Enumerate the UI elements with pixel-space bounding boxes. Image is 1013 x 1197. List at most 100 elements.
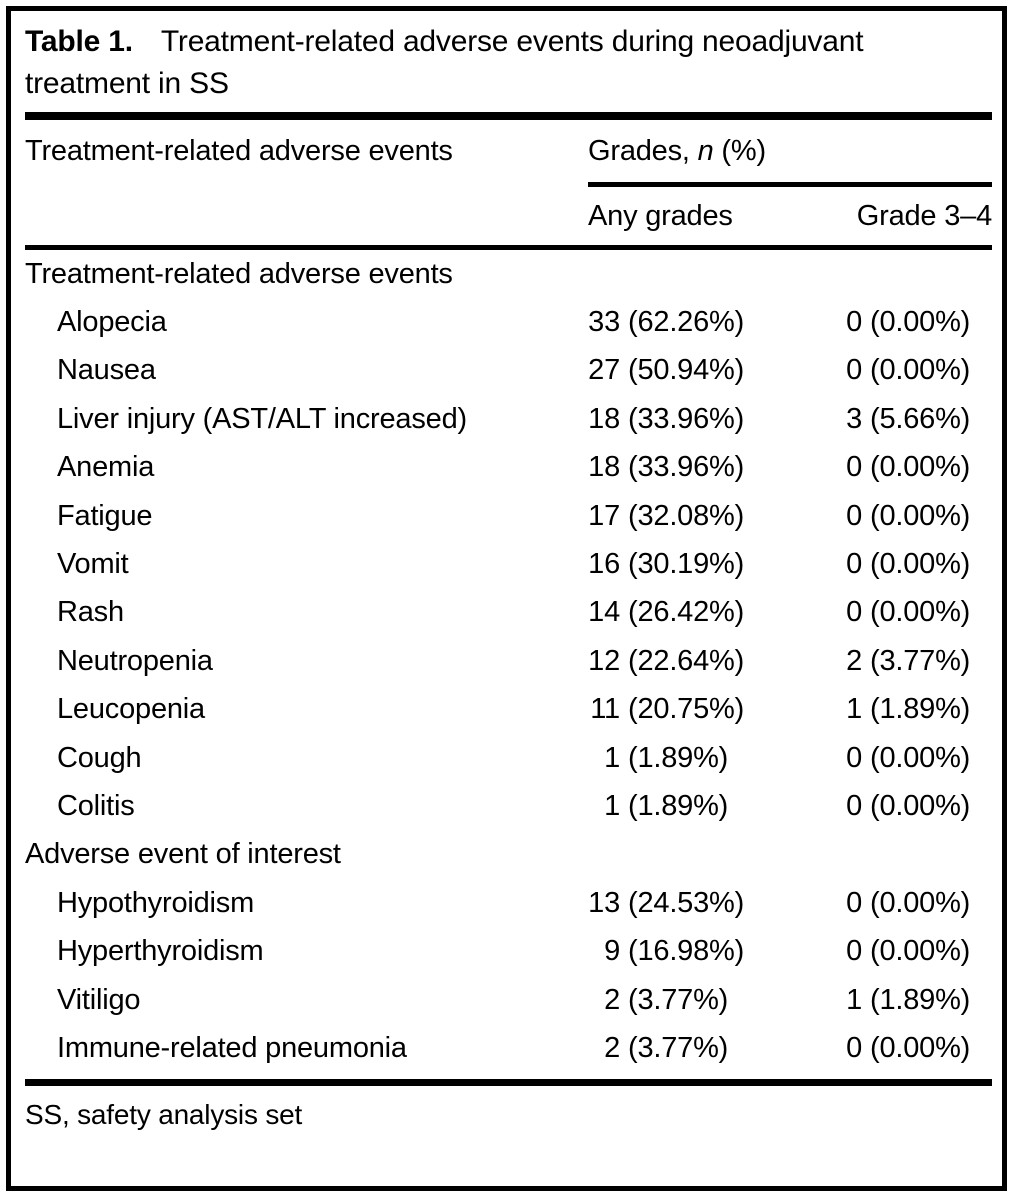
- section-label: Treatment-related adverse events: [25, 257, 453, 290]
- table-row: Hypothyroidism 13 (24.53%) 0 (0.00%): [25, 879, 992, 927]
- any-grades-percent: (3.77%): [628, 983, 729, 1016]
- event-label: Leucopenia: [57, 693, 205, 726]
- any-grades-count: 1: [604, 741, 620, 774]
- any-grades-percent: (1.89%): [628, 741, 729, 774]
- grade34-percent: (0.00%): [870, 1031, 971, 1064]
- any-grades-percent: (50.94%): [628, 354, 745, 387]
- event-label: Vomit: [57, 548, 129, 581]
- any-grades-cell: 14 (26.42%): [588, 596, 845, 629]
- header-any-grades-column: Any grades: [588, 199, 733, 232]
- grade34-count: 1: [846, 983, 862, 1016]
- header-grade-3-4-column: Grade 3–4: [856, 199, 992, 232]
- table-row: Leucopenia 11 (20.75%) 1 (1.89%): [25, 686, 992, 734]
- any-grades-count: 18: [588, 451, 620, 484]
- any-grades-cell: 33 (62.26%): [588, 306, 845, 339]
- grade34-cell: 0 (0.00%): [845, 354, 992, 387]
- any-grades-count: 2: [604, 1031, 620, 1064]
- any-grades-count: 16: [588, 548, 620, 581]
- any-grades-cell: 12 (22.64%): [588, 645, 845, 678]
- table-caption: Table 1. Treatment-related adverse events…: [25, 11, 992, 105]
- table-row: Hyperthyroidism 9 (16.98%) 0 (0.00%): [25, 927, 992, 975]
- any-grades-count: 1: [604, 789, 620, 822]
- grade34-percent: (0.00%): [870, 596, 971, 629]
- grade34-cell: 0 (0.00%): [845, 935, 992, 968]
- grade34-cell: 0 (0.00%): [845, 451, 992, 484]
- grade34-cell: 2 (3.77%): [845, 645, 992, 678]
- any-grades-percent: (20.75%): [628, 693, 745, 726]
- grade34-count: 3: [846, 402, 862, 435]
- divider-under-grades: [588, 182, 992, 187]
- table-header: Treatment-related adverse events Grades,…: [25, 120, 992, 245]
- grade34-percent: (1.89%): [870, 693, 971, 726]
- grade34-cell: 0 (0.00%): [845, 306, 992, 339]
- grade34-percent: (0.00%): [870, 886, 971, 919]
- divider-above-footnote: [25, 1078, 992, 1086]
- header-events-column: Treatment-related adverse events: [25, 134, 453, 167]
- grade34-cell: 1 (1.89%): [845, 693, 992, 726]
- grade34-count: 0: [846, 741, 862, 774]
- any-grades-count: 17: [588, 499, 620, 532]
- any-grades-cell: 1 (1.89%): [588, 790, 845, 823]
- header-row-groups: Treatment-related adverse events Grades,…: [25, 120, 992, 182]
- event-label: Hyperthyroidism: [57, 935, 264, 968]
- any-grades-percent: (16.98%): [628, 935, 745, 968]
- grade34-percent: (0.00%): [870, 789, 971, 822]
- caption-text-1: Treatment-related adverse events during …: [160, 25, 864, 58]
- header-rule-row: [25, 182, 992, 187]
- table-row: Vitiligo 2 (3.77%) 1 (1.89%): [25, 976, 992, 1024]
- any-grades-percent: (33.96%): [628, 451, 745, 484]
- any-grades-cell: 2 (3.77%): [588, 984, 845, 1017]
- event-label: Liver injury (AST/ALT increased): [57, 402, 467, 435]
- table-row: Neutropenia 12 (22.64%) 2 (3.77%): [25, 637, 992, 685]
- event-label: Immune-related pneumonia: [57, 1031, 407, 1064]
- any-grades-percent: (26.42%): [628, 596, 745, 629]
- caption-line-1: Table 1. Treatment-related adverse events…: [25, 21, 992, 63]
- any-grades-percent: (32.08%): [628, 499, 745, 532]
- grade34-percent: (1.89%): [870, 983, 971, 1016]
- table-section-row: Treatment-related adverse events: [25, 250, 992, 298]
- any-grades-percent: (24.53%): [628, 886, 745, 919]
- event-label: Alopecia: [57, 306, 167, 339]
- grade34-percent: (0.00%): [870, 499, 971, 532]
- table-body: Treatment-related adverse events Alopeci…: [25, 250, 992, 1073]
- any-grades-cell: 18 (33.96%): [588, 451, 845, 484]
- grade34-percent: (0.00%): [870, 935, 971, 968]
- event-label: Fatigue: [57, 499, 153, 532]
- grade34-count: 0: [846, 886, 862, 919]
- any-grades-percent: (3.77%): [628, 1031, 729, 1064]
- grade34-count: 0: [846, 1031, 862, 1064]
- table-section-row: Adverse event of interest: [25, 831, 992, 879]
- any-grades-count: 14: [588, 596, 620, 629]
- any-grades-count: 11: [590, 693, 620, 726]
- grade34-count: 0: [846, 596, 862, 629]
- table-number-label: Table 1.: [25, 25, 133, 58]
- any-grades-cell: 11 (20.75%): [588, 693, 845, 726]
- grades-label: Grades,: [588, 134, 698, 167]
- event-label: Rash: [57, 596, 124, 629]
- grade34-percent: (0.00%): [870, 451, 971, 484]
- grade34-count: 0: [846, 499, 862, 532]
- event-label: Cough: [57, 741, 142, 774]
- table-row: Colitis 1 (1.89%) 0 (0.00%): [25, 782, 992, 830]
- grade34-cell: 0 (0.00%): [845, 887, 992, 920]
- grade34-percent: (0.00%): [870, 741, 971, 774]
- any-grades-percent: (33.96%): [628, 402, 745, 435]
- grade34-cell: 0 (0.00%): [845, 548, 992, 581]
- event-label: Nausea: [57, 354, 156, 387]
- any-grades-percent: (62.26%): [628, 306, 745, 339]
- grade34-percent: (0.00%): [870, 306, 971, 339]
- any-grades-cell: 18 (33.96%): [588, 403, 845, 436]
- any-grades-cell: 16 (30.19%): [588, 548, 845, 581]
- grade34-count: 0: [846, 935, 862, 968]
- any-grades-count: 18: [588, 402, 620, 435]
- event-label: Hypothyroidism: [57, 886, 255, 919]
- grade34-cell: 0 (0.00%): [845, 500, 992, 533]
- any-grades-cell: 2 (3.77%): [588, 1032, 845, 1065]
- header-row-subcolumns: Any grades Grade 3–4: [25, 187, 992, 245]
- any-grades-percent: (30.19%): [628, 548, 745, 581]
- table-row: Alopecia 33 (62.26%) 0 (0.00%): [25, 298, 992, 346]
- caption-line-2: treatment in SS: [25, 67, 229, 100]
- any-grades-count: 33: [588, 306, 620, 339]
- grade34-count: 0: [846, 548, 862, 581]
